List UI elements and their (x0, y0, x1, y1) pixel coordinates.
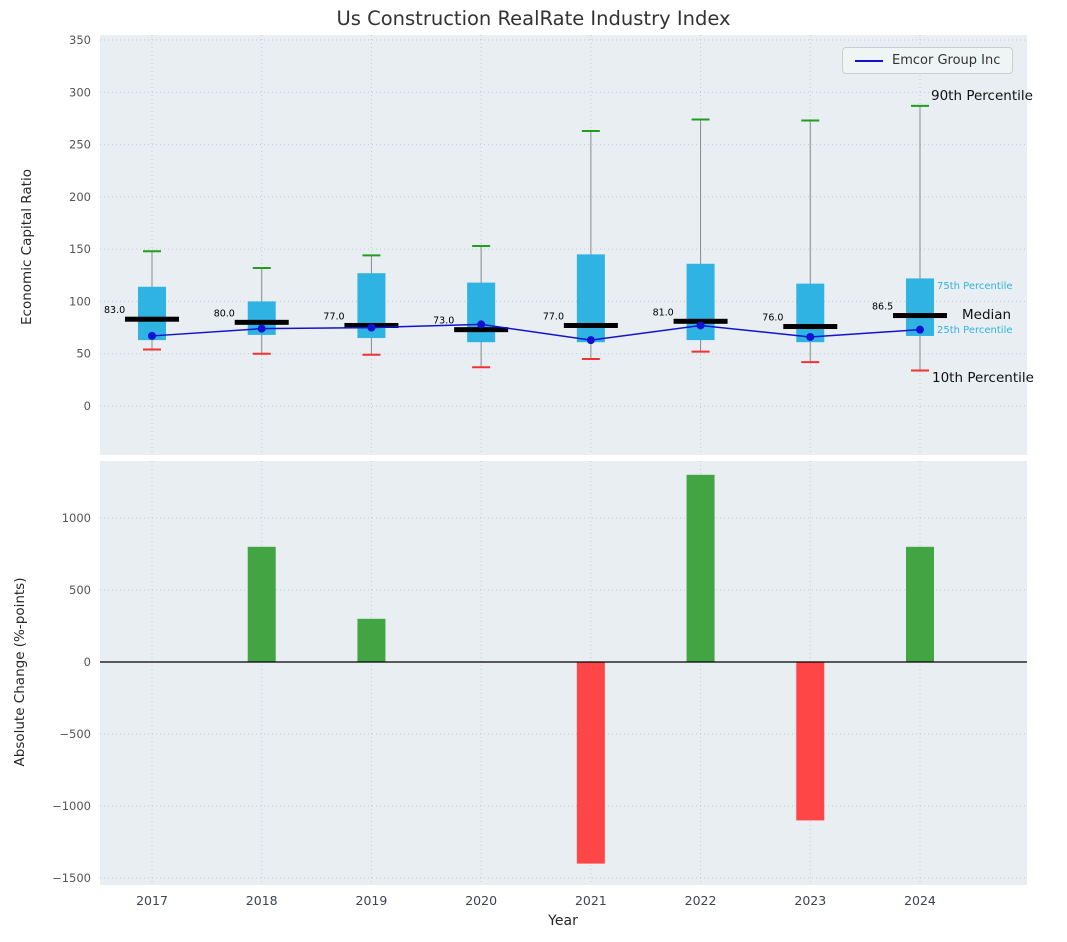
boxplot-panel: 0 50 100 150 200 250 300 350 83.0 80.0 77.0 73.0 77.… (69, 33, 1027, 455)
median-line (563, 322, 618, 328)
bar-2019 (357, 618, 386, 662)
iqr-box (576, 254, 605, 343)
x-tick-label: 2024 (904, 893, 936, 908)
annotation-90th-percentile: 90th Percentile (931, 88, 1033, 104)
median-line (673, 318, 728, 324)
top-panel-bg (100, 35, 1027, 455)
bar-panel: −1500 −1000 −500 0 500 1000 2017 2018 2019 2020 20… (52, 461, 1027, 908)
median-value-label: 86.5 (872, 302, 893, 313)
emcor-marker (257, 324, 266, 333)
x-tick-label: 2020 (465, 893, 497, 908)
y-tick-label: 350 (69, 33, 91, 47)
legend-line-sample (855, 59, 883, 62)
median-value-label: 73.0 (433, 316, 454, 327)
median-line (783, 324, 838, 330)
y-tick-label: −500 (59, 727, 91, 741)
median-line (454, 327, 509, 333)
emcor-marker (806, 332, 815, 341)
bottom-panel-bg (100, 461, 1027, 885)
legend-label: Emcor Group Inc (892, 53, 1001, 68)
y-tick-label: 100 (69, 294, 91, 308)
emcor-marker (148, 331, 156, 340)
y-tick-label: 500 (69, 583, 91, 597)
x-tick-label: 2018 (246, 893, 278, 908)
median-value-label: 77.0 (323, 311, 344, 322)
box-group-2020: 73.0 (433, 245, 509, 369)
emcor-marker (915, 325, 924, 334)
iqr-box (796, 283, 825, 343)
emcor-marker (477, 320, 486, 329)
x-tick-label: 2021 (575, 893, 607, 908)
x-tick-label: 2017 (136, 893, 168, 908)
emcor-marker (586, 336, 595, 345)
bar-2023 (796, 662, 825, 821)
y-tick-label: −1500 (52, 871, 91, 885)
x-axis-label: Year (548, 913, 578, 929)
y-axis-label-bottom: Absolute Change (%-points) (12, 577, 28, 767)
median-value-label: 76.0 (762, 313, 783, 324)
bar-2021 (576, 662, 605, 864)
x-tick-label: 2022 (685, 893, 717, 908)
legend: Emcor Group Inc (842, 47, 1014, 74)
y-tick-label: 1000 (62, 511, 91, 525)
chart-title: Us Construction RealRate Industry Index (336, 7, 731, 30)
y-tick-label: 0 (84, 399, 91, 413)
median-line (125, 316, 179, 322)
iqr-box (467, 282, 496, 343)
median-value-label: 83.0 (104, 305, 125, 316)
median-value-label: 80.0 (214, 308, 235, 319)
iqr-box (138, 286, 166, 341)
y-tick-label: 0 (84, 655, 91, 669)
box-group-2023: 76.0 (762, 119, 838, 364)
x-tick-label: 2019 (356, 893, 388, 908)
bar-2018 (247, 546, 276, 662)
y-tick-label: 300 (69, 85, 91, 99)
annotation-75th-percentile: 75th Percentile (937, 281, 1013, 292)
y-tick-label: 150 (69, 242, 91, 256)
y-tick-label: 200 (69, 190, 91, 204)
annotation-10th-percentile: 10th Percentile (932, 370, 1034, 386)
emcor-line (151, 323, 921, 341)
y-tick-label: 250 (69, 138, 91, 152)
bar-2024 (905, 546, 934, 662)
median-line (892, 313, 947, 319)
median-value-label: 81.0 (653, 307, 674, 318)
bar-2022 (686, 474, 715, 662)
box-group-2017: 83.0 (104, 250, 179, 351)
x-tick-label: 2023 (794, 893, 826, 908)
median-value-label: 77.0 (543, 311, 564, 322)
annotation-median: Median (962, 307, 1012, 323)
box-group-2021: 77.0 (543, 129, 618, 360)
median-line (234, 319, 289, 325)
y-tick-label: −1000 (52, 799, 91, 813)
emcor-marker (367, 323, 376, 332)
y-axis-label-top: Economic Capital Ratio (19, 169, 35, 325)
emcor-marker (696, 321, 705, 330)
annotation-25th-percentile: 25th Percentile (937, 325, 1013, 336)
y-tick-label: 50 (76, 347, 91, 361)
